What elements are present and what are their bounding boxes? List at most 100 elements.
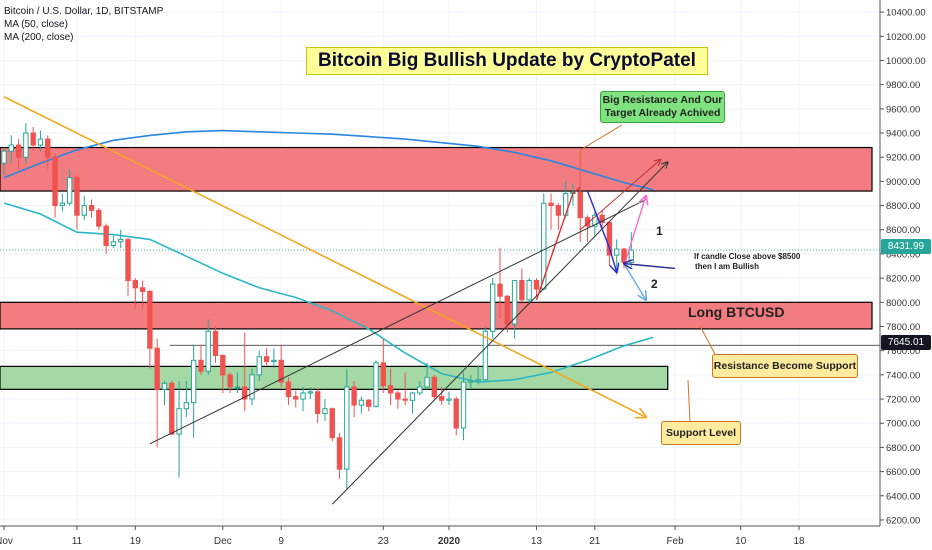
candle-down	[293, 390, 299, 408]
ma50-line	[3, 202, 654, 383]
support-level-callout: Support Level	[661, 421, 741, 445]
candle-down	[431, 374, 438, 400]
resistance-callout-connector	[699, 325, 717, 357]
price-tick-label: 7000.00	[886, 419, 920, 430]
candle-body	[606, 221, 613, 256]
candle-up	[592, 211, 598, 236]
candle-up	[446, 391, 452, 406]
price-tick-label: 10400.00	[886, 8, 926, 19]
candle-body	[519, 280, 525, 301]
candle-body	[59, 202, 66, 207]
candle-body	[15, 144, 22, 158]
red-rally-path	[535, 186, 581, 301]
candle-down	[329, 407, 335, 442]
candle-up	[344, 368, 350, 490]
candle-body	[256, 356, 262, 376]
candle-down	[169, 380, 175, 436]
candle-up	[1, 147, 7, 176]
resistance-zone-lower	[0, 301, 873, 330]
candle-down	[45, 135, 51, 170]
price-tick-label: 6800.00	[886, 443, 920, 454]
candle-up	[183, 380, 190, 418]
candle-down	[147, 290, 153, 369]
price-tick-label: 9400.00	[886, 129, 920, 140]
candle-up	[23, 123, 29, 164]
price-tick-label: 8800.00	[886, 201, 920, 212]
candle-body	[103, 225, 109, 246]
candle-body	[271, 359, 277, 363]
candle-down	[96, 207, 102, 230]
candle-down	[30, 126, 36, 152]
chart-title: Bitcoin Big Bullish Update by CryptoPate…	[306, 47, 708, 75]
candle-down	[387, 368, 394, 406]
candle-up	[118, 229, 124, 248]
candle-down	[548, 193, 554, 230]
long-label: Long BTCUSD	[688, 304, 785, 320]
candle-body	[81, 205, 87, 216]
candle-down	[154, 338, 160, 448]
time-tick-label: Feb	[666, 536, 684, 547]
candle-body	[45, 138, 51, 158]
candle-down	[395, 390, 401, 409]
candle-down	[220, 354, 226, 393]
price-tick-label: 10000.00	[886, 56, 926, 67]
candle-up	[424, 362, 430, 390]
time-tick-label: 13	[531, 536, 543, 547]
candle-body	[23, 132, 29, 158]
price-tick-label: 9600.00	[886, 104, 920, 115]
candle-down	[351, 380, 357, 418]
candle-down	[74, 175, 80, 230]
candle-up	[271, 348, 277, 368]
candle-down	[380, 338, 386, 393]
candle-body	[446, 398, 452, 401]
candle-body	[88, 205, 95, 211]
price-tick-label: 7200.00	[886, 395, 920, 406]
candle-body	[278, 359, 284, 383]
candle-down	[453, 396, 459, 436]
blue-drop-path	[586, 190, 617, 272]
time-tick-label: 9	[278, 536, 284, 547]
wave-label-2: 2	[651, 277, 658, 291]
candle-body	[242, 386, 248, 400]
candle-down	[606, 221, 613, 267]
candle-body	[366, 399, 372, 407]
candle-body	[220, 355, 226, 376]
candle-body	[176, 408, 182, 435]
price-tick-label: 6400.00	[886, 491, 920, 502]
candle-down	[314, 388, 321, 424]
candle-up	[307, 386, 314, 400]
price-tick-label: 10200.00	[886, 32, 926, 43]
candle-up	[460, 372, 467, 441]
time-tick-label: 18	[793, 536, 805, 547]
candle-up	[482, 326, 489, 381]
candle-body	[424, 376, 430, 388]
candle-down	[227, 372, 233, 393]
candle-body	[314, 391, 321, 415]
resistance-zone-upper	[0, 146, 873, 192]
candle-up	[66, 169, 73, 206]
candle-up	[110, 235, 117, 248]
support-callout-connector	[687, 379, 691, 423]
candle-body	[336, 437, 343, 470]
target-callout-line1: Big Resistance And Our	[602, 94, 723, 106]
candle-body	[118, 238, 124, 243]
candle-body	[147, 290, 153, 349]
candle-down	[125, 238, 131, 297]
channel-lower-line	[331, 162, 668, 505]
time-tick-label: Dec	[214, 536, 232, 547]
trendlines	[3, 96, 717, 505]
candle-body	[37, 138, 44, 146]
candle-down	[278, 344, 284, 387]
candle-body	[497, 283, 503, 297]
candle-body	[183, 402, 190, 410]
ma200-line	[3, 129, 654, 191]
candle-body	[475, 379, 481, 382]
candle-body	[599, 214, 605, 223]
candle-down	[103, 223, 109, 254]
grid	[0, 0, 880, 526]
orange-downtrend-line	[3, 96, 646, 417]
light-blue-bearish-projection	[623, 263, 646, 300]
